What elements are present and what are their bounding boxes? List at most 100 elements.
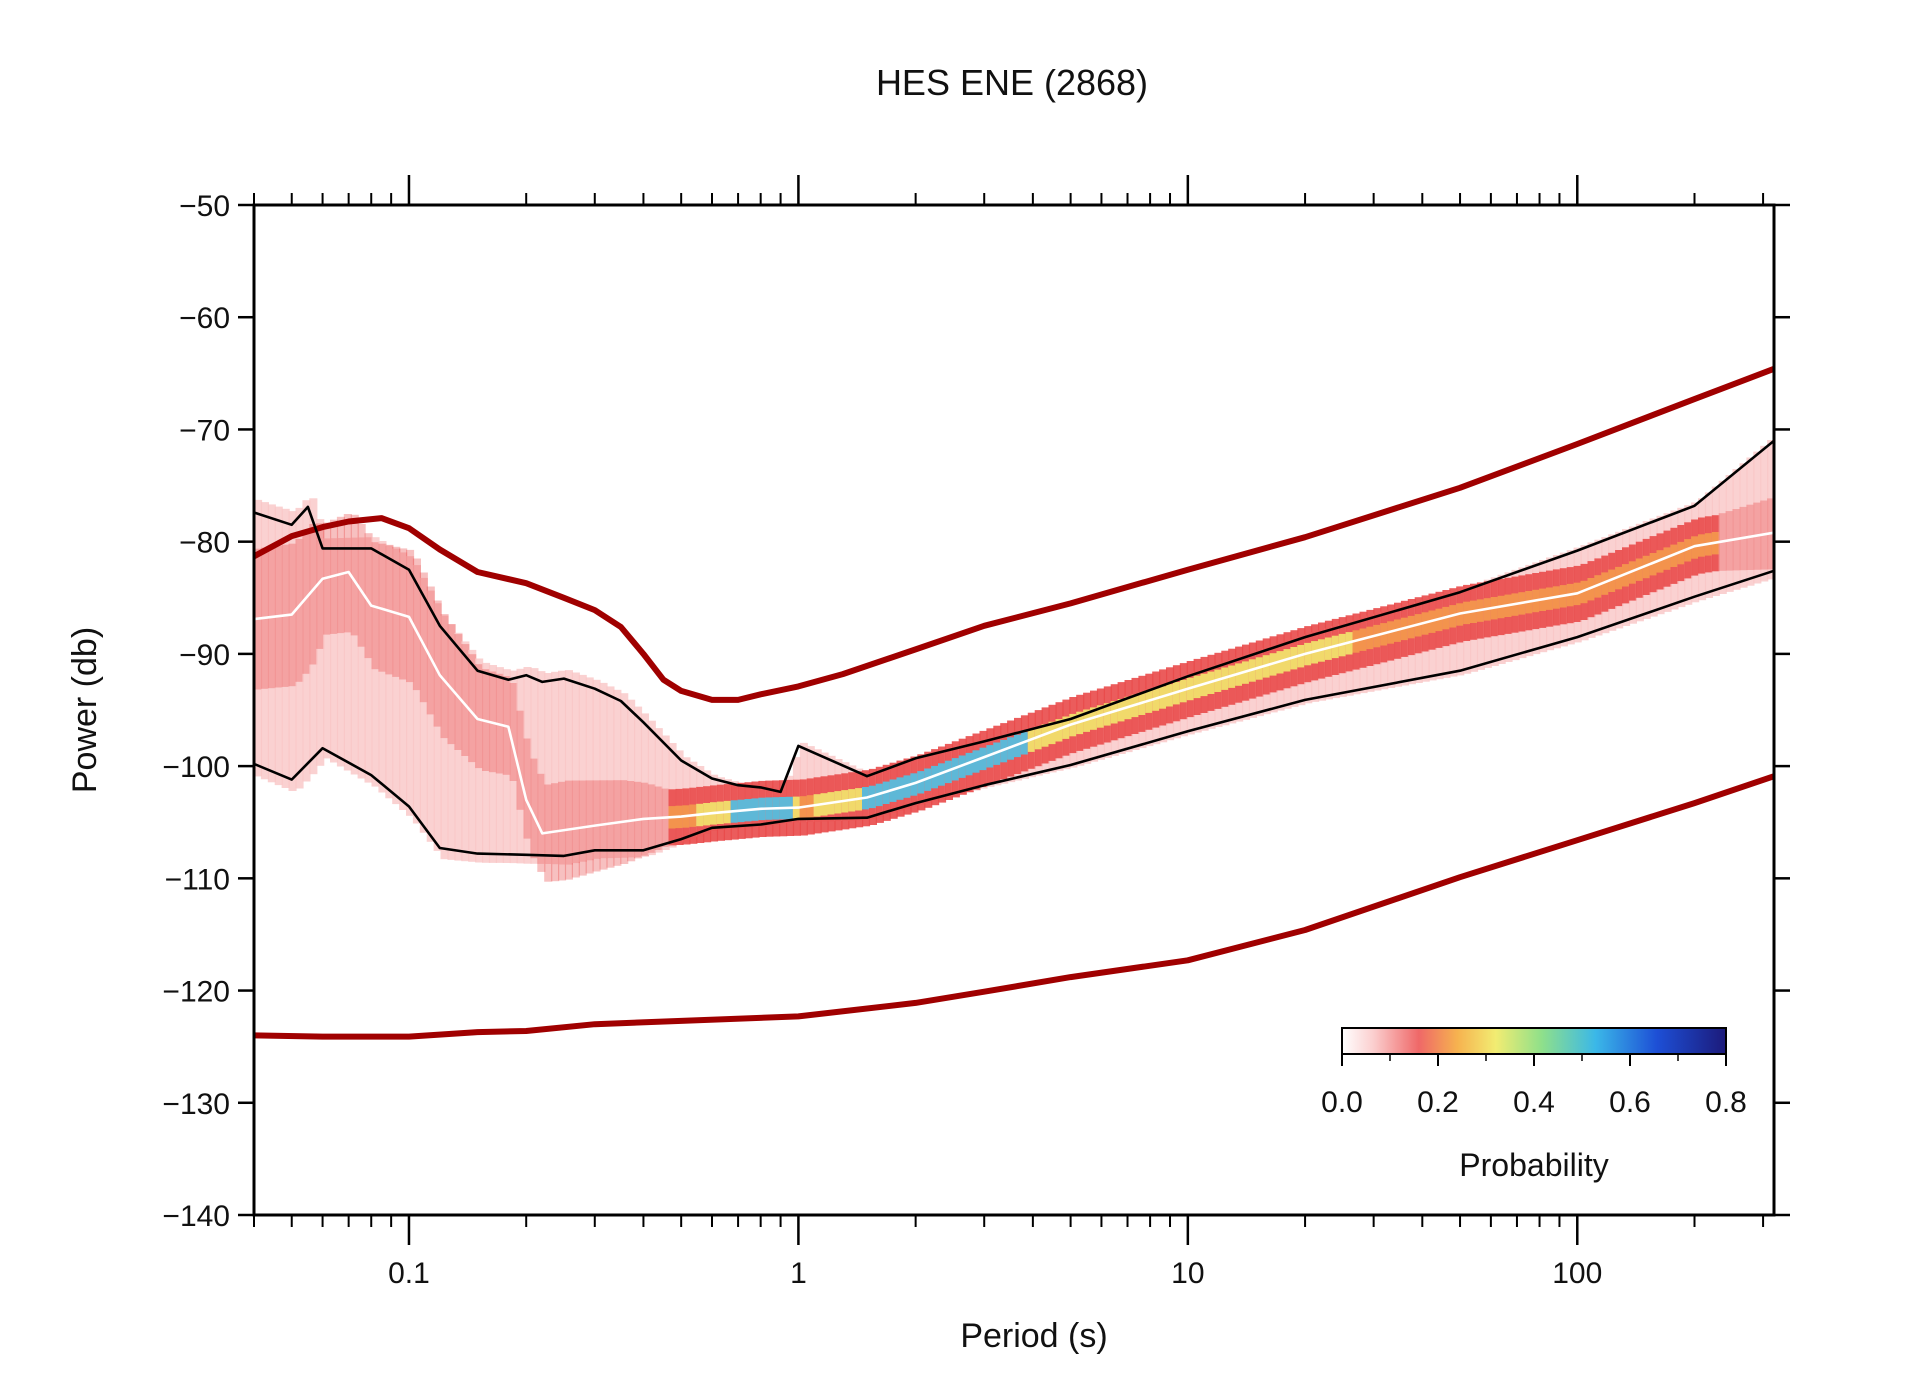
- density-column-bg: [426, 590, 435, 842]
- density-column-bg: [385, 544, 394, 799]
- density-column-core: [426, 586, 435, 715]
- density-column-bg: [454, 632, 463, 861]
- density-column-bg: [468, 649, 477, 862]
- density-column-core: [295, 538, 304, 682]
- x-axis-label: Period (s): [960, 1317, 1107, 1355]
- density-column-bg: [606, 686, 615, 859]
- density-column-core: [302, 530, 311, 674]
- density-column-peak: [1608, 569, 1617, 592]
- density-column-bg: [419, 577, 428, 833]
- density-column-bg: [309, 498, 318, 775]
- density-column-peak: [944, 760, 953, 784]
- density-column-bg: [640, 713, 649, 857]
- plot-frame: [252, 203, 1776, 1217]
- density-column-core: [406, 549, 415, 683]
- density-column-bg: [654, 728, 663, 853]
- density-column-bg: [1746, 457, 1755, 586]
- density-column-peak: [1601, 572, 1610, 595]
- density-column-peak: [1642, 555, 1651, 579]
- density-column-peak: [1007, 737, 1016, 760]
- density-column-bg: [661, 735, 670, 850]
- density-column-bg: [613, 689, 622, 858]
- density-column-bg: [647, 720, 656, 856]
- density-column-bg: [447, 624, 456, 860]
- density-column-bg: [634, 706, 643, 858]
- density-column-bg: [1753, 451, 1762, 584]
- density-column-peak: [958, 755, 967, 778]
- density-column-bg: [578, 674, 587, 862]
- density-column-peak: [1622, 564, 1631, 587]
- density-column-core: [309, 524, 318, 665]
- series-line-lower-percentile: [254, 569, 1774, 858]
- density-column-peak: [951, 758, 960, 781]
- density-column-peak: [1594, 575, 1603, 598]
- density-column-bg: [267, 504, 276, 783]
- density-column-bg: [336, 538, 345, 767]
- density-column-bg: [274, 506, 283, 786]
- density-column-core: [509, 683, 518, 781]
- density-column-bg: [551, 671, 560, 865]
- density-column-peak: [1580, 580, 1589, 604]
- colorbar-tick-label: 0.4: [1513, 1086, 1555, 1119]
- density-column-bg: [495, 667, 504, 863]
- density-column-bg: [537, 671, 546, 864]
- density-column-bg: [364, 537, 373, 783]
- density-column-peak: [965, 752, 974, 776]
- density-column-peak: [1062, 716, 1071, 739]
- density-column-core: [537, 773, 546, 872]
- density-column-bg: [516, 668, 525, 864]
- density-column-bg: [343, 537, 352, 771]
- series-line-upper-percentile: [254, 439, 1774, 794]
- series-line-low-noise-model: [254, 773, 1774, 1040]
- density-column-bg: [571, 672, 580, 864]
- density-column-bg: [281, 508, 290, 788]
- density-column-core: [412, 558, 421, 691]
- chart-title: HES ENE (2868): [876, 62, 1148, 103]
- colorbar-tick-label: 0.8: [1705, 1086, 1747, 1119]
- y-tick-label: −60: [179, 302, 230, 335]
- density-column-peak: [1055, 719, 1064, 742]
- density-column-peak: [1615, 566, 1624, 590]
- density-column-core: [440, 614, 449, 739]
- y-tick-label: −70: [179, 414, 230, 447]
- density-column-peak: [924, 768, 933, 791]
- y-tick-label: −100: [162, 751, 230, 784]
- density-column-peak: [979, 747, 988, 771]
- density-column-core: [447, 624, 456, 745]
- density-column-core: [316, 523, 325, 649]
- x-tick-label: 10: [1171, 1257, 1204, 1290]
- density-column-bg: [440, 615, 449, 860]
- y-tick-label: −140: [162, 1200, 230, 1233]
- density-column-bg: [350, 537, 359, 775]
- y-tick-label: −50: [179, 190, 230, 223]
- density-column-bg: [399, 552, 408, 810]
- density-column-core: [523, 738, 532, 839]
- density-column-bg: [1732, 469, 1741, 590]
- density-column-core: [357, 524, 366, 647]
- x-tick-label: 100: [1552, 1257, 1602, 1290]
- y-tick-label: −130: [162, 1088, 230, 1121]
- density-column-bg: [523, 667, 532, 864]
- density-column-peak: [1656, 550, 1665, 573]
- density-column-core: [419, 572, 428, 703]
- density-column-bg: [260, 502, 269, 780]
- density-column-peak: [1670, 544, 1679, 567]
- density-column-bg: [502, 669, 511, 863]
- x-tick-label: 0.1: [388, 1257, 430, 1290]
- density-column-bg: [295, 507, 304, 789]
- axes: −50 −60 −70 −80 −90 −100 −110 −120 −130 −140 0.1 1 1…: [162, 175, 1790, 1290]
- density-column-core: [364, 533, 373, 659]
- density-column-peak: [1677, 541, 1686, 565]
- density-column-peak: [1628, 561, 1637, 584]
- density-column-peak: [1020, 732, 1029, 755]
- density-column-bg: [316, 519, 325, 766]
- density-column-core: [454, 634, 463, 750]
- colorbar-gradient: [1341, 1027, 1727, 1055]
- density-column-peak: [1684, 539, 1693, 562]
- density-column-bg: [357, 537, 366, 779]
- density-column-core: [468, 654, 477, 763]
- colorbar: 0.0 0.2 0.4 0.6 0.8 Probability: [1321, 1027, 1747, 1183]
- density-column-bg: [475, 658, 484, 863]
- density-column-bg: [461, 641, 470, 862]
- density-column-bg: [1725, 475, 1734, 592]
